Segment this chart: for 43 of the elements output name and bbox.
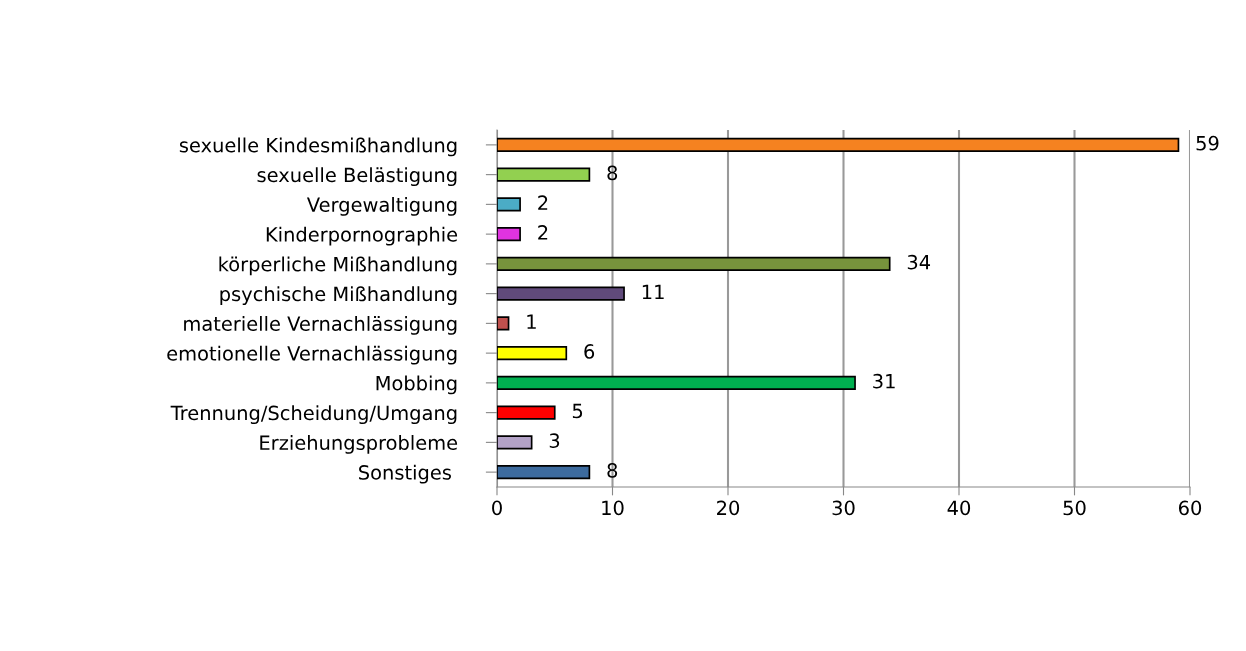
bar	[497, 375, 856, 390]
data-label: 11	[642, 284, 664, 299]
x-tick-label: 60	[1178, 500, 1202, 516]
y-tick-label: emotionelle Vernachlässigung	[167, 345, 457, 365]
y-tick-label: Trennung/Scheidung/Umgang	[170, 405, 457, 425]
bar	[497, 405, 556, 420]
data-label: 5	[572, 403, 583, 419]
y-tick-label: sexuelle Belästigung	[257, 167, 457, 187]
bar	[497, 137, 1180, 152]
x-tick-label: 0	[492, 500, 502, 516]
bar	[497, 465, 591, 480]
data-label: 31	[873, 373, 895, 389]
y-tick-label: Vergewaltigung	[306, 196, 457, 216]
bar	[497, 197, 521, 212]
y-tick-label: Mobbing	[376, 375, 457, 395]
bar	[497, 346, 568, 361]
y-tick-label: Kinderpornographie	[266, 226, 458, 246]
bar	[497, 286, 625, 301]
data-label: 3	[549, 433, 560, 449]
data-label: 59	[1196, 135, 1219, 151]
y-tick-label: Erziehungsprobleme	[260, 434, 458, 454]
bar	[497, 435, 533, 450]
x-tick-label: 50	[1063, 500, 1086, 516]
data-label: 8	[607, 165, 618, 181]
bar	[497, 227, 521, 242]
x-tick-label: 40	[947, 500, 971, 516]
data-label: 2	[538, 195, 548, 210]
x-tick-label: 20	[717, 500, 740, 516]
data-label: 34	[907, 254, 931, 270]
x-tick-label: 30	[832, 500, 855, 516]
bar	[497, 256, 891, 271]
bar	[497, 167, 591, 182]
y-tick-label: körperliche Mißhandlung	[219, 256, 457, 276]
bar	[497, 316, 510, 331]
data-label: 1	[527, 314, 536, 329]
y-tick-label: psychische Mißhandlung	[220, 286, 457, 306]
y-tick-label: sexuelle Kindesmißhandlung	[179, 137, 457, 157]
y-tick-label: Sonstiges	[359, 464, 451, 484]
data-label: 6	[584, 344, 595, 359]
data-label: 2	[538, 225, 548, 240]
y-tick-label: materielle Vernachlässigung	[184, 315, 457, 335]
x-tick-label: 10	[602, 500, 624, 516]
data-label: 8	[607, 463, 618, 478]
